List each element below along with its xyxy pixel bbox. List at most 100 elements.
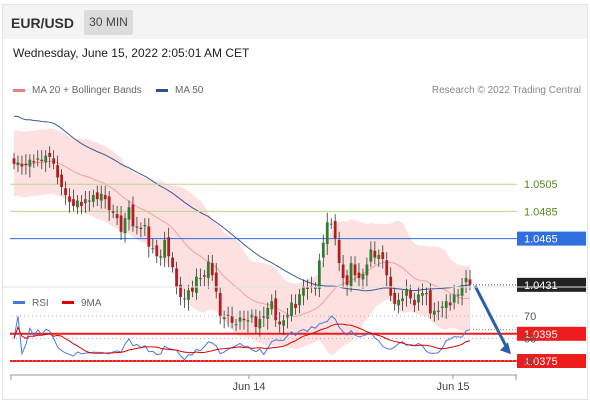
candle-body xyxy=(155,245,159,257)
candle-body xyxy=(83,199,87,204)
candle-body xyxy=(222,317,226,319)
candle-body xyxy=(405,288,408,296)
candle-body xyxy=(294,303,297,308)
candle-body xyxy=(464,278,468,283)
candle-body xyxy=(175,268,178,288)
candle-body xyxy=(250,314,254,318)
candle-body xyxy=(302,286,305,296)
candle-body xyxy=(183,298,186,300)
candle-body xyxy=(99,193,103,201)
candle-body xyxy=(274,298,278,321)
candle-body xyxy=(80,201,83,206)
legend-swatch-ma20 xyxy=(13,88,25,92)
legend-label-ma50: MA 50 xyxy=(175,85,204,96)
candle-body xyxy=(448,302,452,306)
candle-body xyxy=(163,239,167,258)
candle-body xyxy=(238,317,242,322)
candle-body xyxy=(234,324,238,326)
rsi-ma-legend-label: 9MA xyxy=(81,298,102,309)
level-box-1.0375 xyxy=(517,354,586,368)
candle-body xyxy=(143,225,147,227)
candle-body xyxy=(32,161,36,163)
candle-body xyxy=(452,294,456,303)
candle-body xyxy=(393,293,397,304)
candle-body xyxy=(147,226,151,247)
candle-body xyxy=(317,260,321,289)
research-credit: Research © 2022 Trading Central xyxy=(431,85,581,96)
candle-body xyxy=(413,299,416,306)
candle-body xyxy=(444,301,448,308)
rsi-legend-label: RSI xyxy=(32,298,49,309)
level-label-1.0395: 1.0395 xyxy=(524,329,558,341)
candle-body xyxy=(12,158,16,164)
timeframe-badge[interactable]: 30 MIN xyxy=(84,10,133,35)
candle-body xyxy=(111,211,115,213)
candle-body xyxy=(16,162,20,166)
candle-body xyxy=(242,318,246,321)
candle-body xyxy=(306,287,309,289)
candle-body xyxy=(254,316,258,327)
candle-body xyxy=(381,252,385,259)
candle-body xyxy=(345,275,349,285)
candle-body xyxy=(210,263,214,276)
ma50-line xyxy=(13,115,471,292)
candle-body xyxy=(131,204,135,227)
candle-body xyxy=(28,159,32,167)
x-tick-label: Jun 14 xyxy=(232,381,265,393)
candle-body xyxy=(139,227,143,230)
candle-body xyxy=(428,290,432,314)
level-label-1.0375: 1.0375 xyxy=(524,356,558,368)
level-label-1.0485: 1.0485 xyxy=(524,206,558,218)
forecast-arrow-shaft xyxy=(473,285,509,349)
candle-body xyxy=(329,223,333,225)
candle-body xyxy=(72,199,75,206)
level-box-1.0395 xyxy=(517,326,586,341)
candle-body xyxy=(127,207,131,220)
candle-body xyxy=(36,158,40,160)
candle-body xyxy=(52,158,56,164)
candle-body xyxy=(191,287,194,292)
candle-body xyxy=(95,192,99,200)
candle-body xyxy=(218,293,222,317)
candle-body xyxy=(214,272,218,292)
candle-body xyxy=(321,242,325,258)
candle-body xyxy=(258,318,262,329)
rsi-tick-30: 30 xyxy=(524,356,536,368)
candle-body xyxy=(357,272,361,279)
candle-body xyxy=(409,290,412,299)
legend-swatch-ma50 xyxy=(156,88,168,92)
candle-body xyxy=(107,196,111,211)
candle-body xyxy=(286,314,289,318)
level-label-1.0505: 1.0505 xyxy=(524,179,558,191)
legend-ma50: MA 50 xyxy=(156,85,203,96)
candle-body xyxy=(230,316,234,323)
candle-body xyxy=(48,152,52,157)
candle-body xyxy=(468,279,472,285)
candle-body xyxy=(373,250,377,258)
candle-body xyxy=(266,307,270,319)
candle-body xyxy=(361,273,365,280)
candle-body xyxy=(60,174,63,187)
candle-body xyxy=(20,163,24,167)
candle-body xyxy=(115,214,119,219)
candle-body xyxy=(167,237,171,257)
candle-body xyxy=(401,298,404,302)
candle-body xyxy=(151,248,155,250)
candle-body xyxy=(353,264,357,276)
rsi-tick-70: 70 xyxy=(524,311,536,323)
candle-body xyxy=(187,290,190,300)
candle-body xyxy=(325,222,329,245)
candle-body xyxy=(135,226,139,228)
candle-body xyxy=(44,155,48,163)
candle-body xyxy=(40,159,44,162)
current-price-box xyxy=(517,277,586,292)
candle-body xyxy=(270,301,274,310)
candle-body xyxy=(159,256,163,258)
forecast-arrow-head xyxy=(500,342,511,355)
candle-body xyxy=(56,165,60,178)
candle-body xyxy=(179,284,182,298)
candle-body xyxy=(341,264,345,279)
candle-body xyxy=(64,188,67,196)
candle-body xyxy=(421,293,424,296)
candle-body xyxy=(198,278,202,280)
